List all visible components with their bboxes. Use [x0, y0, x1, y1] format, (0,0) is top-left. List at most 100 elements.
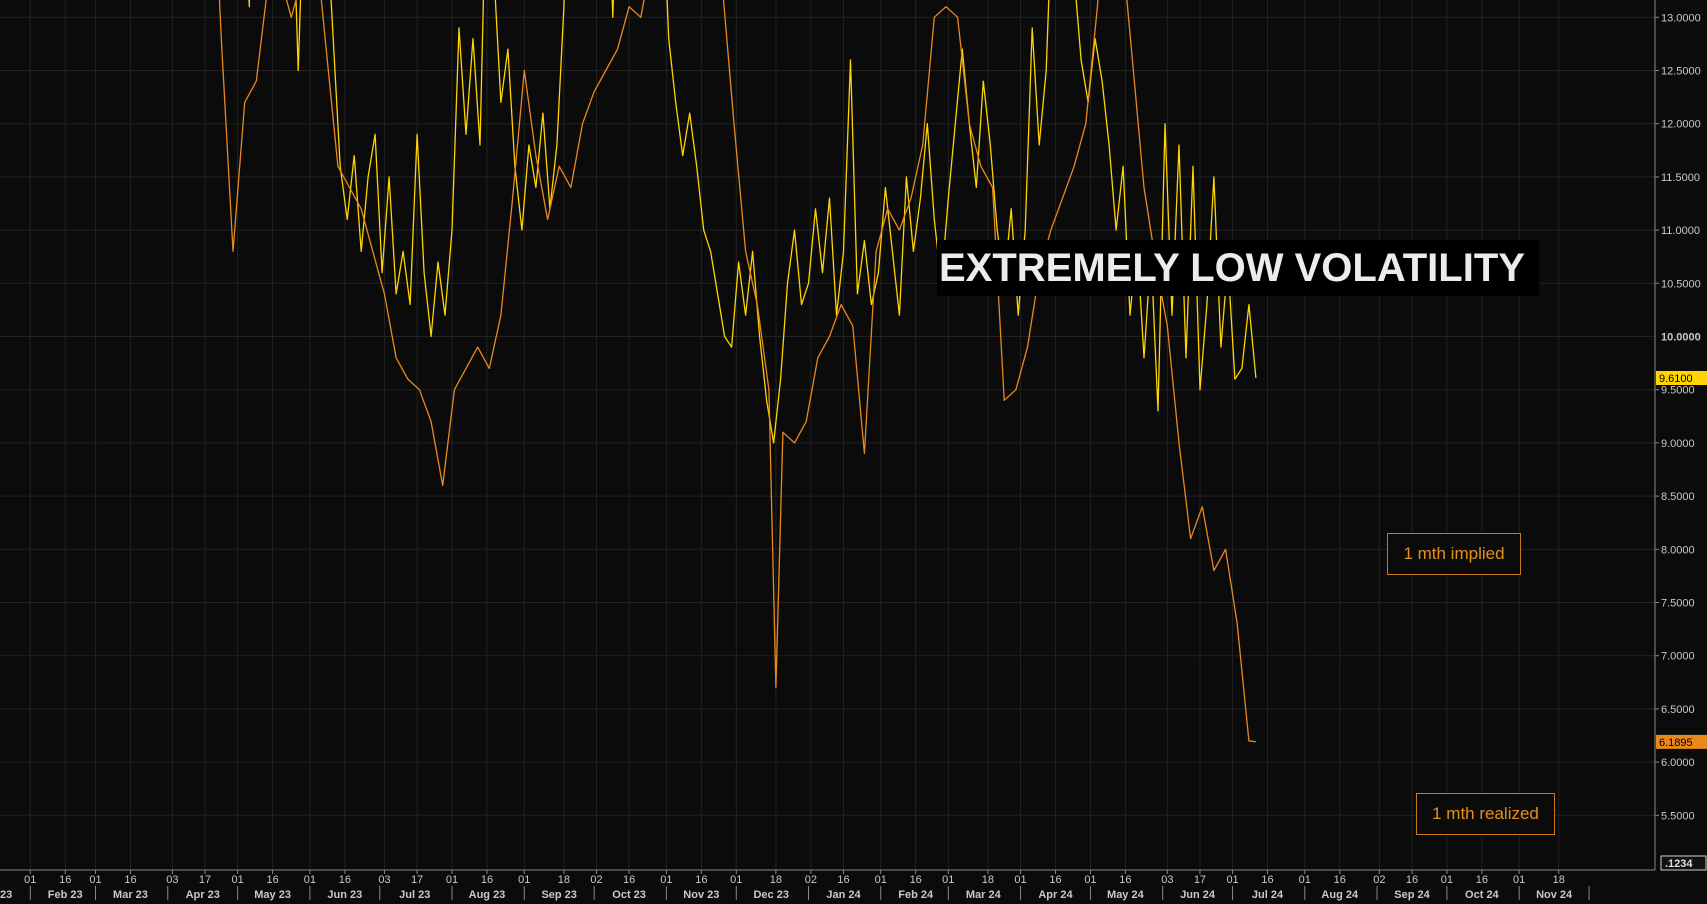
x-day-label: 01 — [518, 874, 530, 886]
series-line-realized — [218, 0, 1257, 743]
x-month-label: Sep 23 — [541, 889, 576, 901]
x-day-label: 16 — [1476, 874, 1488, 886]
x-month-label: May 24 — [1107, 889, 1145, 901]
x-day-label: 16 — [481, 874, 493, 886]
x-month-label: Jul 23 — [399, 889, 430, 901]
x-day-label: 01 — [1299, 874, 1311, 886]
x-month-label: Sep 24 — [1394, 889, 1430, 901]
y-tick-label: 10.5000 — [1661, 278, 1701, 290]
x-day-label: 18 — [770, 874, 782, 886]
series-lines — [218, 0, 1257, 743]
x-day-label: 16 — [266, 874, 278, 886]
x-month-label: Oct 23 — [612, 889, 646, 901]
x-day-label: 02 — [805, 874, 817, 886]
x-day-label: 02 — [1373, 874, 1385, 886]
y-tick-label: 8.0000 — [1661, 544, 1695, 556]
x-day-label: 18 — [558, 874, 570, 886]
y-tick-label: 5.5000 — [1661, 810, 1695, 822]
x-month-label: Aug 24 — [1321, 889, 1359, 901]
x-day-label: 16 — [59, 874, 71, 886]
x-day-label: 16 — [124, 874, 136, 886]
x-day-label: 02 — [590, 874, 602, 886]
implied-last-value-badge — [1656, 370, 1707, 385]
realized-last-value-label: 6.1895 — [1659, 737, 1693, 749]
x-day-label: 18 — [982, 874, 994, 886]
realized-last-value-badge — [1656, 734, 1707, 749]
x-month-label: Dec 23 — [753, 889, 788, 901]
y-tick-label: 7.0000 — [1661, 651, 1695, 663]
x-day-label: 16 — [695, 874, 707, 886]
x-day-label: 01 — [446, 874, 458, 886]
x-axis: 01 16 01 16 03 17 01 16 01 16 03 17 01 16 01 18 02 16 01 16… — [0, 869, 1655, 901]
x-day-label: 03 — [166, 874, 178, 886]
x-day-label: 16 — [910, 874, 922, 886]
x-day-label: 01 — [1014, 874, 1026, 886]
x-day-label: 01 — [89, 874, 101, 886]
realized-annotation-text: 1 mth realized — [1432, 804, 1539, 823]
x-day-label: 01 — [875, 874, 887, 886]
x-month-label: Jun 23 — [327, 889, 362, 901]
realized-annotation: 1 mth realized — [1416, 793, 1555, 835]
y-tick-label: 13.0000 — [1661, 12, 1701, 24]
x-day-label: 01 — [942, 874, 954, 886]
x-month-label: Feb 24 — [898, 889, 934, 901]
x-day-label: 01 — [24, 874, 36, 886]
x-month-label: Jun 24 — [1180, 889, 1216, 901]
series-line-implied — [248, 0, 1257, 444]
x-month-label: Nov 23 — [683, 889, 719, 901]
implied-annotation-text: 1 mth implied — [1403, 544, 1505, 563]
x-day-label: 17 — [199, 874, 211, 886]
x-day-label: 17 — [411, 874, 423, 886]
y-tick-label: 12.5000 — [1661, 66, 1701, 78]
chart-title: EXTREMELY LOW VOLATILITY — [937, 240, 1539, 296]
x-month-label: Mar 23 — [113, 889, 148, 901]
y-tick-label: 7.5000 — [1661, 598, 1695, 610]
y-tick-label: 6.0000 — [1661, 757, 1695, 769]
x-month-label: Mar 24 — [966, 889, 1002, 901]
corner-box — [1660, 855, 1707, 871]
x-day-label: 16 — [1119, 874, 1131, 886]
x-day-label: 16 — [339, 874, 351, 886]
y-tick-label: 9.5000 — [1661, 385, 1695, 397]
x-day-label: 16 — [1406, 874, 1418, 886]
x-day-label: 01 — [1226, 874, 1238, 886]
y-tick-label: 11.5000 — [1661, 172, 1700, 184]
x-day-label: 03 — [378, 874, 390, 886]
y-tick-label: 11.0000 — [1661, 225, 1700, 237]
y-tick-label: 6.5000 — [1661, 704, 1695, 716]
y-tick-label: 8.5000 — [1661, 491, 1695, 503]
x-month-label: Aug 23 — [469, 889, 506, 901]
x-day-label: 01 — [1084, 874, 1096, 886]
corner-label: .1234 — [1665, 858, 1693, 870]
x-month-label: Feb 23 — [48, 889, 83, 901]
implied-annotation: 1 mth implied — [1387, 533, 1521, 575]
x-day-label: 01 — [660, 874, 672, 886]
y-tick-label: 12.0000 — [1661, 119, 1701, 131]
x-month-label: 23 — [0, 889, 12, 901]
x-day-label: 01 — [232, 874, 244, 886]
x-day-label: 01 — [730, 874, 742, 886]
chart-title-text: EXTREMELY LOW VOLATILITY — [939, 245, 1525, 290]
x-day-label: 18 — [1553, 874, 1565, 886]
x-month-label: Jan 24 — [826, 889, 861, 901]
x-day-label: 16 — [1049, 874, 1061, 886]
x-month-label: Apr 23 — [186, 889, 220, 901]
y-axis: 5.5000 6.0000 6.5000 7.0000 7.5000 8.0000 8.50… — [1654, 0, 1707, 871]
x-month-label: Jul 24 — [1252, 889, 1284, 901]
y-tick-label: 9.0000 — [1661, 438, 1695, 450]
y-tick-label-hidden: 10.0000 — [1661, 332, 1701, 344]
x-month-label: May 23 — [254, 889, 291, 901]
x-day-label: 16 — [623, 874, 635, 886]
x-day-label: 01 — [1513, 874, 1525, 886]
x-month-label: Nov 24 — [1536, 889, 1573, 901]
x-day-label: 16 — [1261, 874, 1273, 886]
x-day-label: 01 — [304, 874, 316, 886]
implied-last-value-label: 9.6100 — [1659, 373, 1693, 385]
x-day-label: 01 — [1441, 874, 1453, 886]
x-day-label: 16 — [1334, 874, 1346, 886]
x-month-label: Oct 24 — [1465, 889, 1500, 901]
x-day-label: 03 — [1161, 874, 1173, 886]
